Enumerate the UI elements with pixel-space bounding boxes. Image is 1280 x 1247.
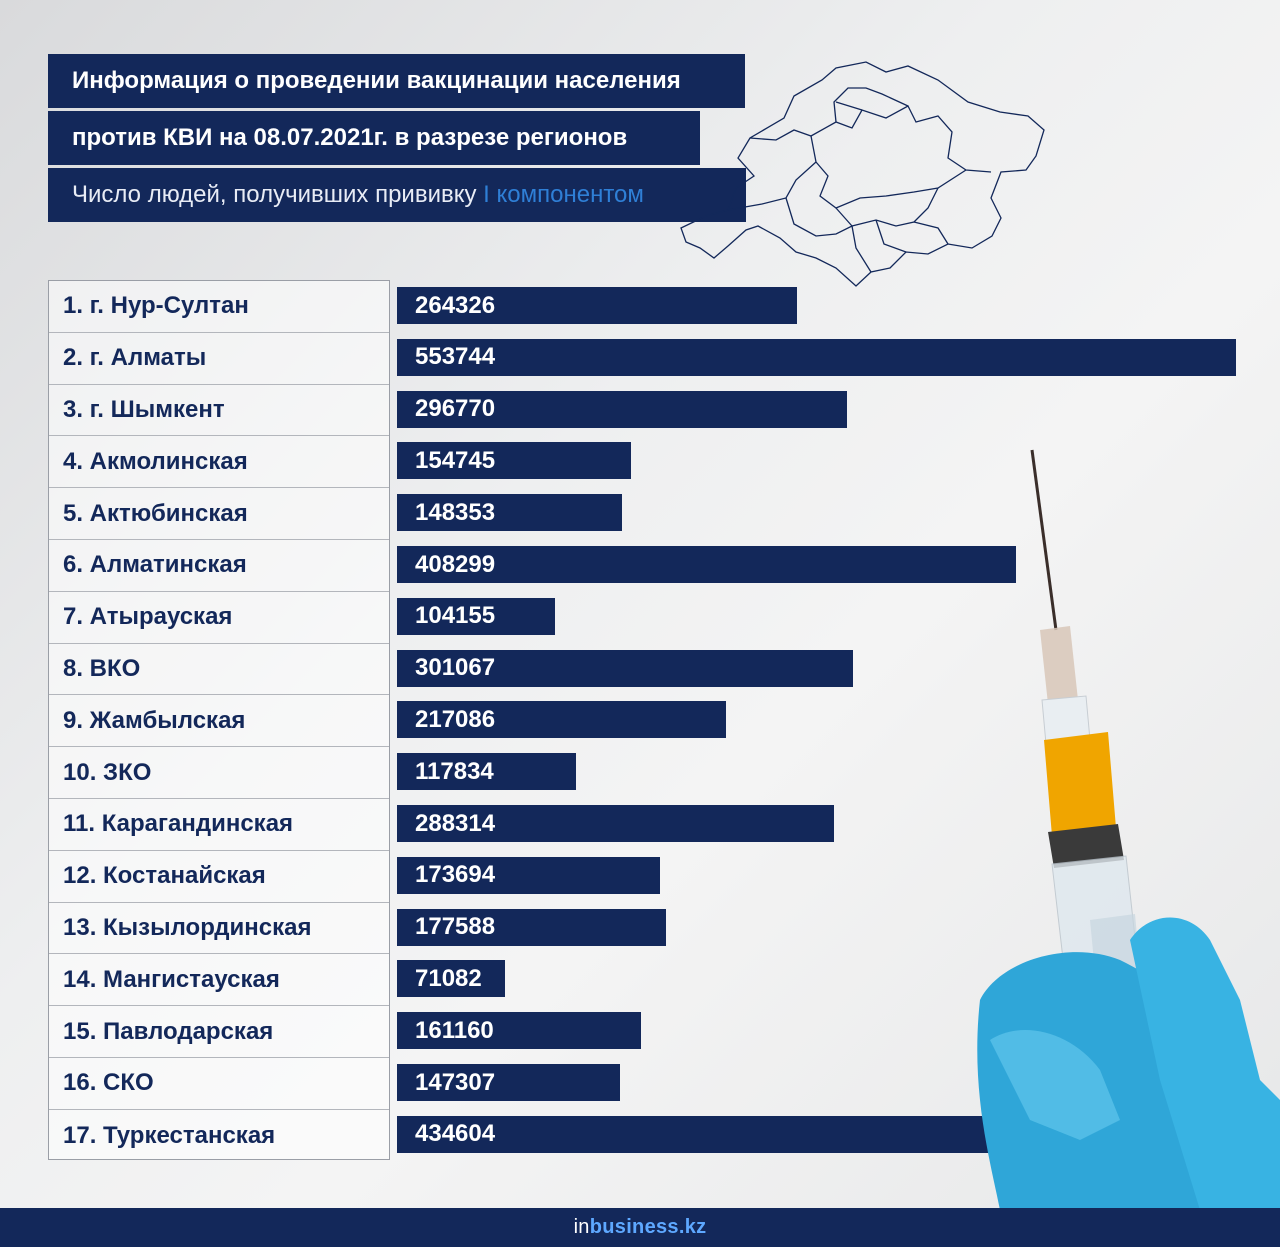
region-label: 17. Туркестанская	[63, 1121, 276, 1149]
region-label: 9. Жамбылская	[49, 695, 389, 748]
region-label: 2. г. Алматы	[49, 333, 389, 385]
region-label: 11. Карагандинская	[49, 799, 389, 851]
region-label: 8. ВКО	[49, 644, 389, 696]
region-label: 6. Алматинская	[49, 540, 389, 592]
region-label: 7. Атырауская	[49, 592, 389, 644]
bar: 71082	[397, 960, 505, 998]
bar-value-label: 553744	[415, 343, 496, 371]
brand-main: business.kz	[589, 1216, 707, 1238]
bar: 288314	[397, 805, 834, 842]
bar: 301067	[397, 649, 853, 687]
bar: 296770	[397, 390, 847, 428]
bar-value-label: 408299	[415, 550, 496, 578]
region-label: 3. г. Шымкент	[49, 385, 389, 437]
bar-value-label: 217086	[415, 705, 496, 733]
region-label: 16. СКО	[49, 1058, 389, 1110]
title-line-2-text: против КВИ на 08.07.2021г. в разрезе рег…	[72, 124, 628, 151]
bar-value-label: 161160	[415, 1016, 494, 1044]
region-label: 5. Актюбинская	[49, 488, 389, 540]
bar-value-label: 173694	[415, 861, 496, 889]
bar: 173694	[397, 856, 660, 894]
bar-value-label: 177588	[415, 913, 496, 941]
footer-bar: inbusiness.kz	[0, 1208, 1280, 1247]
region-label: 14. Мангистауская	[49, 954, 389, 1007]
bar-value-label: 301067	[415, 654, 496, 682]
bar-value-label: 154745	[415, 446, 496, 474]
bar-value-label: 434604	[415, 1120, 496, 1148]
bar: 553744	[397, 338, 1236, 376]
bar-value-label: 296770	[415, 395, 496, 423]
title-line-1: Информация о проведении вакцинации насел…	[48, 54, 745, 108]
brand-prefix: in	[573, 1216, 590, 1238]
title-line-1-text: Информация о проведении вакцинации насел…	[72, 67, 681, 94]
region-label: 13. Кызылординская	[49, 903, 389, 955]
bar: 161160	[397, 1012, 641, 1050]
bar: 148353	[397, 494, 622, 532]
subtitle-text: Число людей, получивших прививку	[72, 181, 477, 208]
bar-value-label: 104155	[415, 602, 496, 630]
brand-logo[interactable]: inbusiness.kz	[574, 1216, 707, 1239]
region-label: 15. Павлодарская	[49, 1006, 389, 1058]
region-label: 1. г. Нур-Султан	[49, 281, 389, 333]
title-line-2: против КВИ на 08.07.2021г. в разрезе рег…	[48, 111, 700, 165]
syringe-icon	[977, 449, 1280, 1210]
bar: 117834	[397, 753, 576, 791]
subtitle: Число людей, получивших прививку I компо…	[48, 168, 746, 222]
bar: 177588	[397, 908, 666, 946]
bar: 154745	[397, 442, 631, 480]
region-label-column: 1. г. Нур-Султан 2. г. Алматы 3. г. Шымкен…	[48, 280, 390, 1160]
region-label: 10. ЗКО	[49, 747, 389, 799]
bar-value-label: 288314	[415, 809, 496, 837]
bar: 434604	[397, 1115, 1055, 1153]
bar-value-label: 147307	[415, 1068, 496, 1096]
subtitle-accent: I компонентом	[483, 181, 644, 208]
bar-value-label: 71082	[415, 964, 482, 992]
bar-value-label: 264326	[415, 291, 496, 319]
region-label: 12. Костанайская	[49, 851, 389, 903]
kazakhstan-map-icon	[680, 61, 1045, 287]
bar: 104155	[397, 597, 555, 635]
bar: 217086	[397, 701, 726, 739]
bar: 408299	[397, 546, 1016, 583]
region-label: 4. Акмолинская	[49, 436, 389, 489]
bar-value-label: 117834	[415, 757, 494, 785]
bar-value-label: 148353	[415, 498, 496, 526]
bar: 147307	[397, 1064, 620, 1101]
bar: 264326	[397, 287, 797, 324]
